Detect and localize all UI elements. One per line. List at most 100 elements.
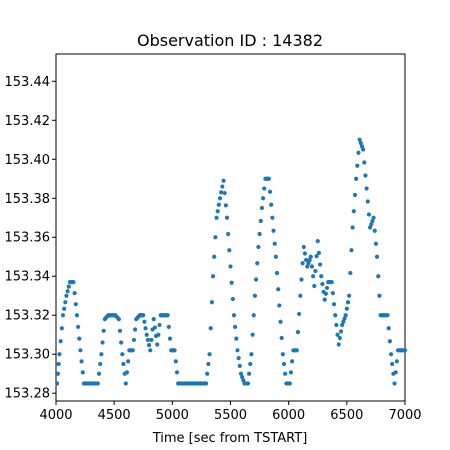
data-point-interp (394, 359, 399, 364)
data-point (361, 147, 366, 152)
data-point (78, 348, 83, 353)
data-point (280, 352, 285, 357)
data-point (141, 313, 146, 318)
data-point (71, 279, 76, 285)
data-point (315, 239, 320, 244)
data-point-interp (230, 296, 235, 302)
data-point-interp (167, 336, 173, 341)
data-point-interp (272, 241, 277, 246)
data-point-interp (279, 335, 284, 341)
data-point-interp (387, 339, 392, 344)
data-point-interp (366, 212, 372, 217)
data-point (347, 293, 352, 298)
data-point-interp (359, 144, 365, 149)
data-point-interp (342, 316, 347, 321)
y-tick-label: 153.34 (5, 270, 51, 285)
data-point (207, 352, 212, 357)
data-point (224, 215, 230, 220)
data-point-interp (373, 241, 379, 246)
x-tick-label: 6500 (330, 408, 363, 423)
data-point-interp (143, 326, 148, 331)
data-point-interp (226, 231, 231, 237)
data-point (256, 244, 261, 250)
data-point-interp (352, 192, 358, 198)
data-point-interp (219, 190, 224, 195)
data-point-interp (358, 140, 363, 146)
data-point-interp (73, 302, 78, 307)
data-point-interp (345, 300, 351, 305)
data-point-interp (251, 313, 256, 318)
data-point-interp (348, 270, 353, 276)
data-point-interp (174, 370, 180, 375)
data-point-interp (76, 324, 81, 330)
data-point-interp (124, 370, 130, 375)
data-point (123, 381, 128, 386)
y-tick-label: 153.28 (5, 387, 51, 402)
data-point (333, 313, 338, 318)
data-point-interp (79, 359, 84, 364)
data-point-interp (66, 284, 71, 289)
data-point-interp (223, 203, 228, 208)
data-point-interp (281, 361, 287, 367)
data-point (155, 342, 160, 347)
data-point (301, 244, 306, 250)
y-tick-label: 153.30 (5, 348, 51, 363)
data-point-interp (304, 257, 309, 263)
data-point-interp (166, 324, 171, 330)
data-point (298, 293, 303, 298)
data-point-interp (98, 361, 103, 367)
data-point-interp (393, 370, 398, 375)
data-point-interp (362, 160, 367, 165)
x-axis: 4000 4500 5000 5500 6000 6500 7000 (39, 401, 422, 423)
data-point (374, 254, 380, 259)
data-point-interp (247, 371, 252, 376)
data-point (238, 371, 244, 376)
data-point-interp (58, 339, 63, 344)
data-point (392, 381, 397, 386)
data-point-interp (306, 261, 311, 266)
data-point-interp (300, 261, 305, 266)
data-point-interp (157, 322, 162, 328)
data-point-interp (283, 371, 288, 376)
plot-frame (55, 53, 406, 402)
data-point-interp (341, 319, 346, 324)
data-point (203, 381, 209, 386)
data-point (148, 348, 153, 353)
data-point-interp (227, 248, 232, 253)
data-point (245, 381, 251, 386)
data-point-interp (80, 370, 85, 375)
data-point-interp (334, 322, 339, 328)
data-point-interp (205, 371, 210, 376)
x-tick-label: 6000 (272, 408, 305, 423)
y-tick-label: 153.42 (5, 114, 51, 129)
data-point (357, 137, 362, 142)
data-point (343, 313, 348, 318)
data-point-interp (370, 218, 375, 224)
data-point (350, 225, 355, 230)
data-point (55, 381, 60, 386)
data-point (57, 352, 62, 357)
data-point-interp (220, 184, 225, 189)
data-point (99, 352, 104, 357)
data-point (95, 381, 100, 386)
data-point-interp (149, 337, 154, 343)
data-point-interp (209, 300, 214, 305)
data-point-interp (77, 336, 82, 341)
data-point-interp (331, 302, 337, 307)
data-point-interp (335, 332, 340, 337)
data-point-interp (351, 209, 356, 214)
data-point-interp (146, 343, 152, 348)
data-point-interp (152, 325, 157, 330)
data-points (55, 137, 408, 386)
data-point-interp (253, 277, 259, 282)
data-point-interp (297, 311, 302, 317)
data-point (385, 313, 390, 318)
x-tick-label: 5000 (156, 408, 189, 423)
data-point-interp (206, 361, 211, 367)
data-point-interp (316, 250, 322, 255)
data-point-interp (156, 332, 161, 337)
data-point (270, 215, 275, 220)
data-point-interp (121, 361, 126, 367)
data-point-interp (241, 378, 246, 383)
data-point-interp (377, 293, 382, 298)
